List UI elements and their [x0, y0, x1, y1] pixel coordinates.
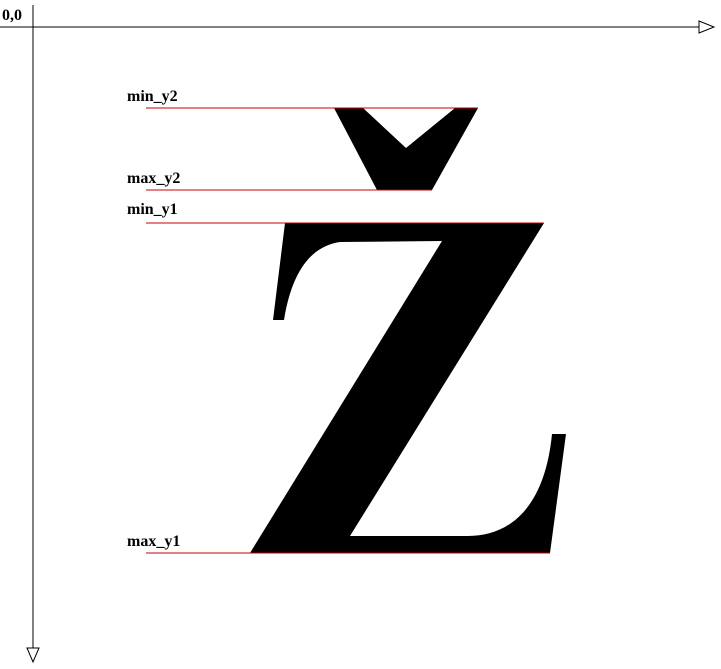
y-axis-arrowhead	[26, 647, 40, 664]
max-y2-label: max_y2	[127, 170, 180, 187]
min-y1-label: min_y1	[127, 201, 178, 218]
caron-glyph	[334, 108, 478, 190]
origin-label: 0,0	[2, 7, 22, 24]
z-glyph	[250, 223, 566, 553]
x-axis-arrowhead	[698, 20, 716, 34]
max-y1-label: max_y1	[127, 533, 180, 550]
min-y2-label: min_y2	[127, 88, 178, 105]
